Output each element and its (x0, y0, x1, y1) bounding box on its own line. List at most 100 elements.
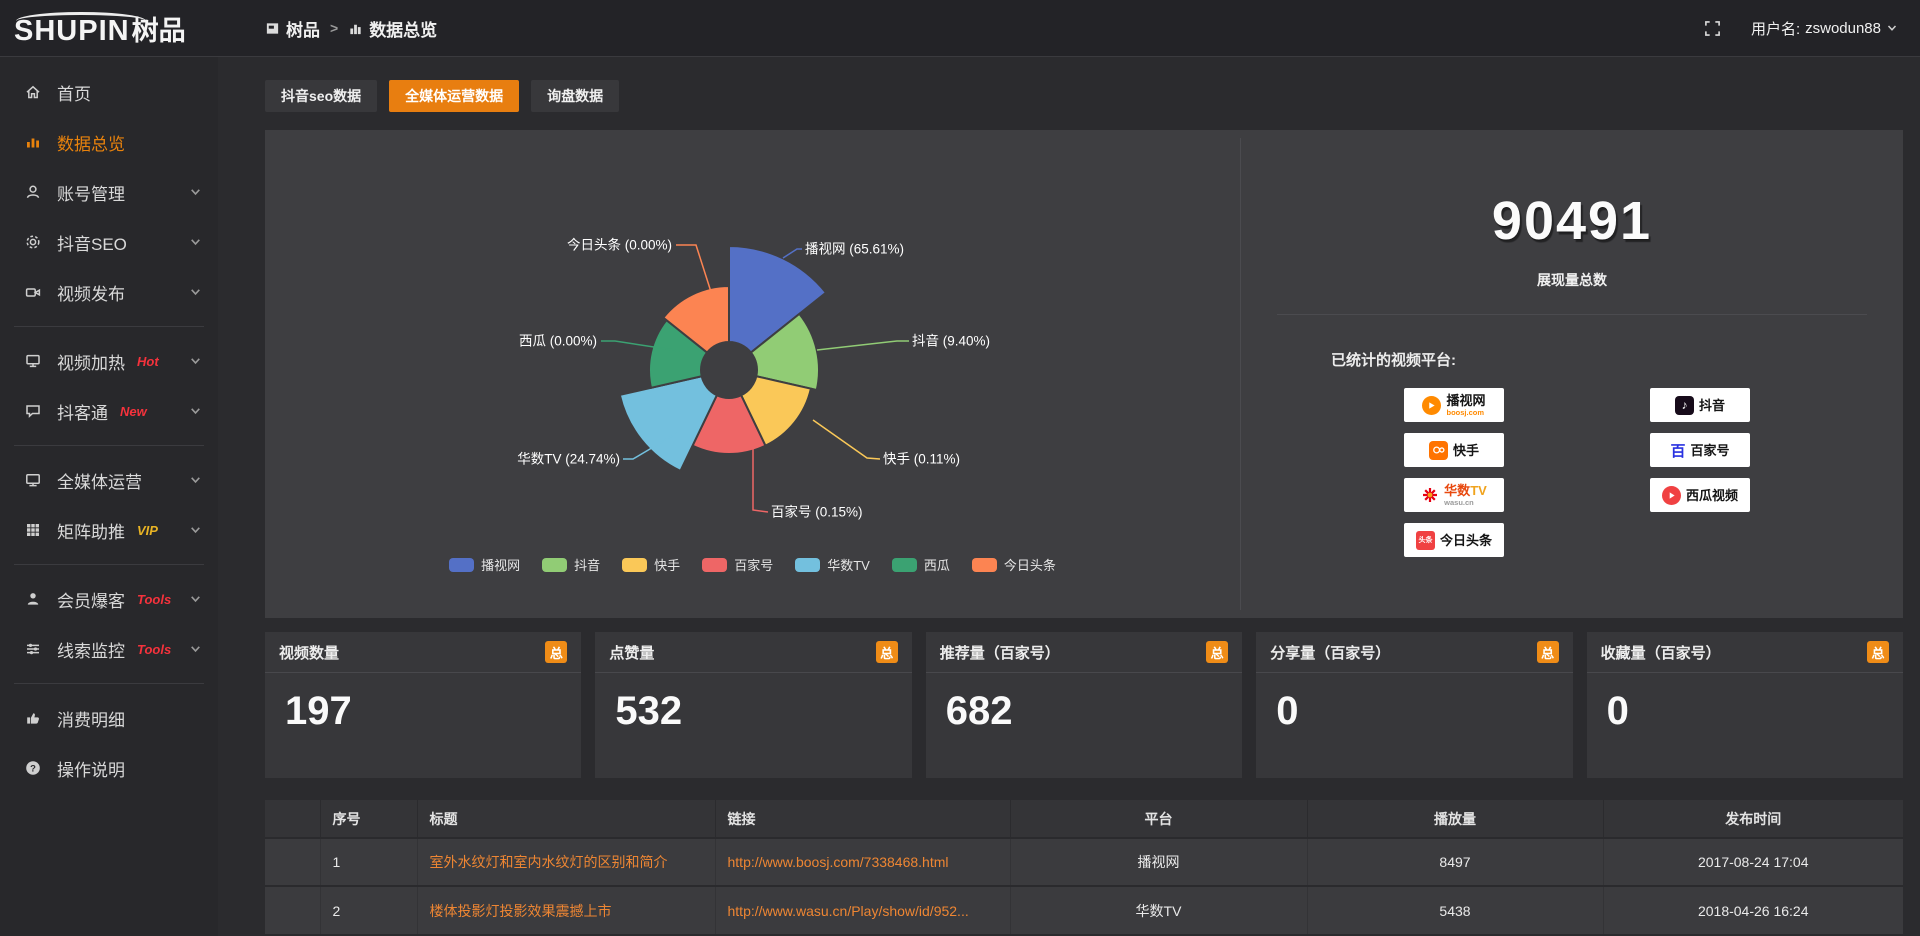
legend-item-6[interactable]: 今日头条 (971, 555, 1056, 574)
pie-slice-0[interactable] (728, 244, 828, 354)
video-title-link[interactable]: 楼体投影灯投影效果震撼上市 (429, 902, 612, 919)
xigua-logo-icon (1661, 485, 1681, 505)
video-title-link[interactable]: 室外水纹灯和室内水纹灯的区别和简介 (429, 854, 668, 870)
bill-icon (27, 713, 39, 724)
pie-label-line-0 (782, 248, 802, 259)
video-url-link[interactable]: http://www.wasu.cn/Play/show/id/952... (727, 902, 969, 919)
sidebar-item-video-publish[interactable]: 视频发布 (0, 267, 218, 317)
sidebar-item-grid[interactable]: 矩阵助推 VIP (0, 505, 218, 555)
sidebar-item-bill[interactable]: 消费明细 (0, 693, 218, 743)
sidebar-divider (14, 326, 204, 327)
sidebar-item-chat[interactable]: 抖客通 New (0, 386, 218, 436)
video-table: 序号 标题 链接 平台 播放量 发布时间 1 室外水纹灯和室内水纹灯的区别和简介 http… (265, 800, 1903, 934)
kuaishou-logo-icon (1428, 440, 1448, 460)
svg-text:?: ? (30, 763, 36, 774)
legend-label: 今日头条 (1003, 558, 1056, 573)
legend-item-2[interactable]: 快手 (622, 555, 680, 574)
sidebar-item-bar-chart[interactable]: 数据总览 (0, 117, 218, 167)
column-header-4: 播放量 (1307, 800, 1604, 838)
legend-swatch (622, 557, 648, 572)
sidebar-item-label: 抖音SEO (57, 234, 127, 254)
stat-card-3: 分享量（百家号） 总 0 (1256, 632, 1573, 778)
platform-badge-wasu: 华数TV wasu.cn (1404, 478, 1504, 512)
chevron-down-icon (191, 408, 200, 415)
tab-1[interactable]: 全媒体运营数据 (389, 80, 520, 112)
video-publish-icon (25, 288, 41, 297)
pie-label-0: 播视网 (65.61%) (805, 242, 904, 257)
stat-card-title: 点赞量 (609, 644, 655, 662)
pie-slice-1[interactable] (749, 312, 820, 392)
sidebar-item-help[interactable]: ? 操作说明 (0, 743, 218, 793)
sidebar-item-label: 数据总览 (57, 134, 125, 154)
data-tabs: 抖音seo数据 全媒体运营数据 询盘数据 (265, 80, 1903, 112)
sidebar-item-tag: Tools (137, 641, 172, 657)
legend-label: 播视网 (481, 558, 521, 573)
sidebar-item-label: 账号管理 (57, 184, 125, 204)
pie-label-line-6 (676, 244, 713, 296)
table-row-1: 2 楼体投影灯投影效果震撼上市 http://www.wasu.cn/Play/… (265, 885, 1903, 934)
platform-badge-boosj: 播视网 boosj.com (1404, 388, 1504, 422)
row-select-cell (265, 837, 321, 886)
legend-label: 华数TV (827, 558, 870, 573)
video-table-wrap: 序号 标题 链接 平台 播放量 发布时间 1 室外水纹灯和室内水纹灯的区别和简介 http… (265, 800, 1903, 934)
sidebar-item-user[interactable]: 账号管理 (0, 167, 218, 217)
pie-label-4: 华数TV (24.74%) (517, 452, 620, 467)
expand-chevron (189, 405, 202, 418)
legend-item-5[interactable]: 西瓜 (891, 555, 950, 574)
rose-chart-area: 播视网 (65.61%) 抖音 (9.40%) 快手 (0.11%) 百家号 (0.1… (265, 130, 1240, 618)
total-impressions-value: 90491 (1491, 191, 1653, 251)
sidebar-item-label: 会员爆客 (57, 591, 125, 611)
breadcrumb-current[interactable]: 数据总览 (348, 16, 437, 41)
user-menu[interactable]: 用户名: zswodun88 (1751, 18, 1898, 39)
sidebar-item-member[interactable]: 会员爆客 Tools (0, 574, 218, 624)
sidebar-item-label: 消费明细 (57, 710, 125, 730)
expand-chevron (189, 286, 202, 299)
sidebar-item-home[interactable]: 首页 (0, 67, 218, 117)
sidebar-item-gear[interactable]: 抖音SEO (0, 217, 218, 267)
chevron-down-icon (191, 527, 200, 534)
total-badge: 总 (545, 641, 568, 663)
legend-item-1[interactable]: 抖音 (542, 555, 600, 574)
sidebar: 首页数据总览账号管理抖音SEO 视频发布视频加热 Hot 抖客通 New 全媒体运营 矩阵助… (0, 57, 218, 936)
legend-item-0[interactable]: 播视网 (449, 555, 520, 574)
sidebar-item-tag: Tools (137, 591, 172, 607)
sidebar-item-monitor[interactable]: 全媒体运营 (0, 455, 218, 505)
legend-label: 抖音 (574, 558, 601, 573)
video-url-link[interactable]: http://www.boosj.com/7338468.html (727, 854, 949, 870)
breadcrumb-root[interactable]: 树品 (265, 16, 320, 41)
table-header-row: 序号 标题 链接 平台 播放量 发布时间 (265, 800, 1903, 838)
stat-card-header: 视频数量 总 (265, 632, 582, 673)
pie-slice-6[interactable] (661, 284, 730, 354)
fullscreen-button[interactable] (1704, 20, 1721, 37)
platform-badge-kuaishou: 快手 (1404, 433, 1504, 467)
pie-slice-4[interactable] (618, 375, 719, 473)
platforms-title: 已统计的视频平台: (1331, 352, 1456, 369)
bar-chart-icon (350, 24, 361, 34)
toutiao-logo-icon: 头条 (1415, 530, 1435, 550)
platform-badge-baijia: 百百家号 (1650, 433, 1750, 467)
legend-item-4[interactable]: 华数TV (795, 555, 870, 574)
tab-2[interactable]: 询盘数据 (531, 80, 620, 112)
legend-label: 西瓜 (923, 558, 950, 573)
chevron-down-icon (191, 477, 200, 484)
row-time: 2018-04-26 16:24 (1603, 885, 1903, 934)
table-row-0: 1 室外水纹灯和室内水纹灯的区别和简介 http://www.boosj.com… (265, 837, 1903, 886)
total-badge: 总 (875, 641, 898, 663)
fullscreen-icon (1705, 20, 1720, 36)
row-select-cell (265, 885, 321, 934)
tab-0[interactable]: 抖音seo数据 (265, 80, 378, 112)
sidebar-item-screen[interactable]: 视频加热 Hot (0, 336, 218, 386)
member-icon (27, 593, 39, 605)
legend-item-3[interactable]: 百家号 (702, 555, 773, 574)
sidebar-item-sliders[interactable]: 线索监控 Tools (0, 624, 218, 674)
sidebar-divider (14, 683, 204, 684)
legend-swatch (971, 557, 997, 572)
chevron-down-icon (191, 289, 200, 296)
stat-card-value: 682 (945, 689, 1013, 733)
wasu-logo-icon (1421, 486, 1439, 504)
app-window-icon (266, 22, 279, 34)
pie-label-3: 百家号 (0.15%) (771, 504, 863, 520)
top-bar: SHUPIN 树品 树品 > 数据总览 用户名: zswodun88 (0, 0, 1920, 57)
chart-legend: 播视网 抖音 快手 百家号 华数TV 西瓜 今日头条 (265, 555, 1240, 574)
chevron-down-icon (191, 239, 200, 246)
